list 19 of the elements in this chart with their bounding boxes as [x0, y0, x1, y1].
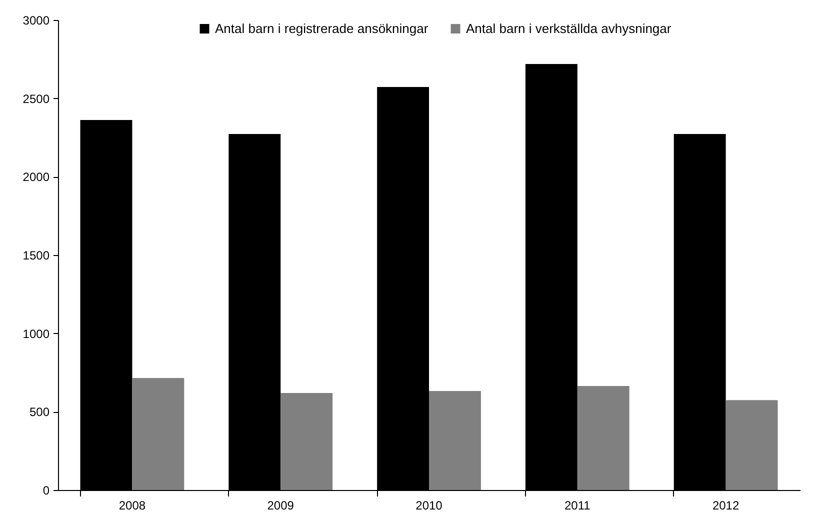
bar — [280, 393, 333, 490]
x-tick-label: 2011 — [564, 498, 591, 512]
y-tick-label: 3000 — [22, 14, 50, 28]
y-tick-label: 0 — [42, 484, 50, 498]
bar — [726, 400, 778, 490]
bar — [577, 386, 630, 490]
x-tick-label: 2010 — [416, 498, 443, 512]
y-tick-label: 2500 — [22, 92, 50, 106]
x-tick-label: 2008 — [118, 498, 146, 512]
y-tick-label: 1500 — [22, 248, 50, 262]
x-tick-label: 2009 — [267, 498, 294, 512]
y-tick-label: 1000 — [22, 326, 50, 341]
bar — [132, 378, 184, 490]
legend-label: Antal barn i verkställda avhysningar — [466, 20, 672, 36]
x-tick-label: 2012 — [712, 498, 740, 512]
bar — [429, 390, 481, 490]
y-tick-label: 2000 — [22, 170, 50, 184]
legend-label: Antal barn i registrerade ansökningar — [215, 20, 429, 36]
y-tick-label: 500 — [29, 405, 50, 420]
